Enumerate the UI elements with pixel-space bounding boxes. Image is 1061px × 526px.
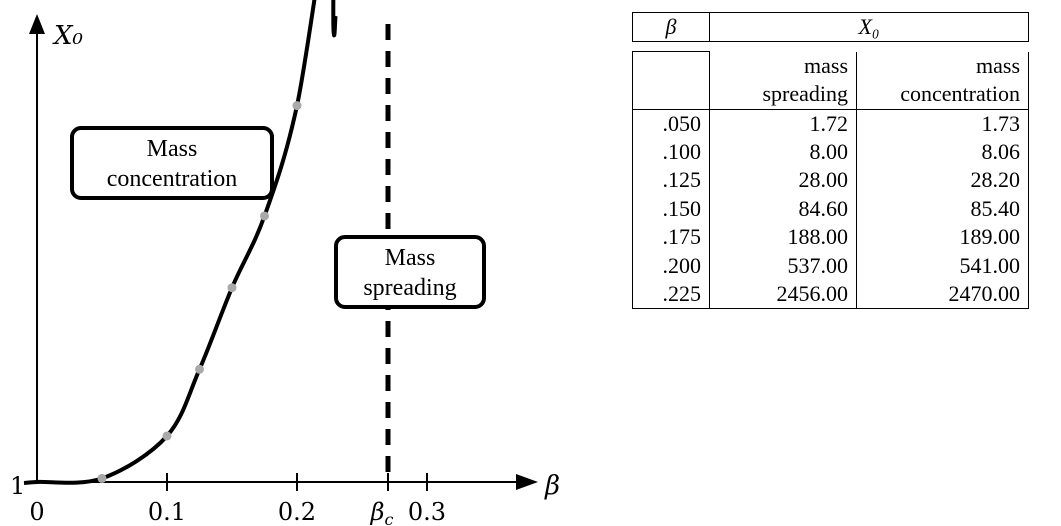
data-point <box>227 283 237 293</box>
table-row: .150 84.60 85.40 <box>632 194 1029 224</box>
table-row: .225 2456.00 2470.00 <box>632 280 1029 310</box>
mass-concentration-label-line2: concentration <box>107 166 238 192</box>
x-axis-label: β <box>544 471 560 501</box>
data-point <box>162 431 172 441</box>
cell-beta: .100 <box>632 138 710 167</box>
y-axis-label: X₀ <box>52 21 84 51</box>
cell-spreading: 188.00 <box>709 223 857 252</box>
table-subheader-concentration-1: mass <box>856 51 1029 81</box>
mass-spreading-label-line1: Mass <box>385 245 436 271</box>
table-row: .050 1.72 1.73 <box>632 109 1029 139</box>
table-subheader-spreading-1: mass <box>709 51 857 81</box>
mass-concentration-box <box>70 126 274 200</box>
table-subheader-concentration-2: concentration <box>856 80 1029 110</box>
cell-spreading: 2456.00 <box>709 280 857 310</box>
cell-spreading: 84.60 <box>709 194 857 224</box>
y-axis-arrowhead <box>29 14 45 34</box>
table-row: .175 188.00 189.00 <box>632 223 1029 252</box>
cell-beta: .225 <box>632 280 710 310</box>
table-header-beta: β <box>632 11 710 43</box>
cell-concentration: 28.20 <box>856 166 1029 195</box>
cell-beta: .125 <box>632 166 710 195</box>
x-tick-label: 0.3 <box>408 498 446 526</box>
cell-beta: .150 <box>632 194 710 224</box>
table-row: .100 8.00 8.06 <box>632 138 1029 167</box>
cell-spreading: 8.00 <box>709 138 857 167</box>
phase-diagram-chart: 0 0.1 0.2 0.3 βc X₀ β 1 Mass concentration M… <box>10 0 560 526</box>
mass-spreading-label-line2: spreading <box>363 275 456 301</box>
cell-concentration: 189.00 <box>856 223 1029 252</box>
cell-beta: .175 <box>632 223 710 252</box>
mass-spreading-box <box>334 235 486 309</box>
table-subheader-spreading-2: spreading <box>709 80 857 110</box>
x-axis-arrowhead <box>516 474 538 490</box>
cell-concentration: 1.73 <box>856 109 1029 139</box>
table-row: .125 28.00 28.20 <box>632 166 1029 195</box>
cell-concentration: 85.40 <box>856 194 1029 224</box>
cell-beta: .050 <box>632 109 710 139</box>
cell-spreading: 1.72 <box>709 109 857 139</box>
data-point <box>97 473 107 483</box>
beta-c-label: βc <box>370 498 394 526</box>
cell-concentration: 541.00 <box>856 251 1029 281</box>
cell-beta: .200 <box>632 251 710 281</box>
table-subheader-empty <box>632 51 710 81</box>
data-point <box>260 211 269 221</box>
mass-concentration-label-line1: Mass <box>147 136 198 162</box>
data-point <box>292 101 302 111</box>
table-header-x0: X₀ <box>709 11 1029 43</box>
x0-table: β X₀ mass mass spreading concentration .… <box>632 11 1029 310</box>
data-point <box>195 364 204 374</box>
y-tick-label: 1 <box>10 472 25 500</box>
x-tick-label: 0.2 <box>278 498 316 526</box>
x-tick-label: 0.1 <box>148 498 186 526</box>
x-tick-label: 0 <box>29 498 44 526</box>
cell-concentration: 2470.00 <box>856 280 1029 310</box>
fit-curve <box>23 0 338 485</box>
cell-spreading: 537.00 <box>709 251 857 281</box>
table-row: .200 537.00 541.00 <box>632 251 1029 281</box>
cell-spreading: 28.00 <box>709 166 857 195</box>
cell-concentration: 8.06 <box>856 138 1029 167</box>
